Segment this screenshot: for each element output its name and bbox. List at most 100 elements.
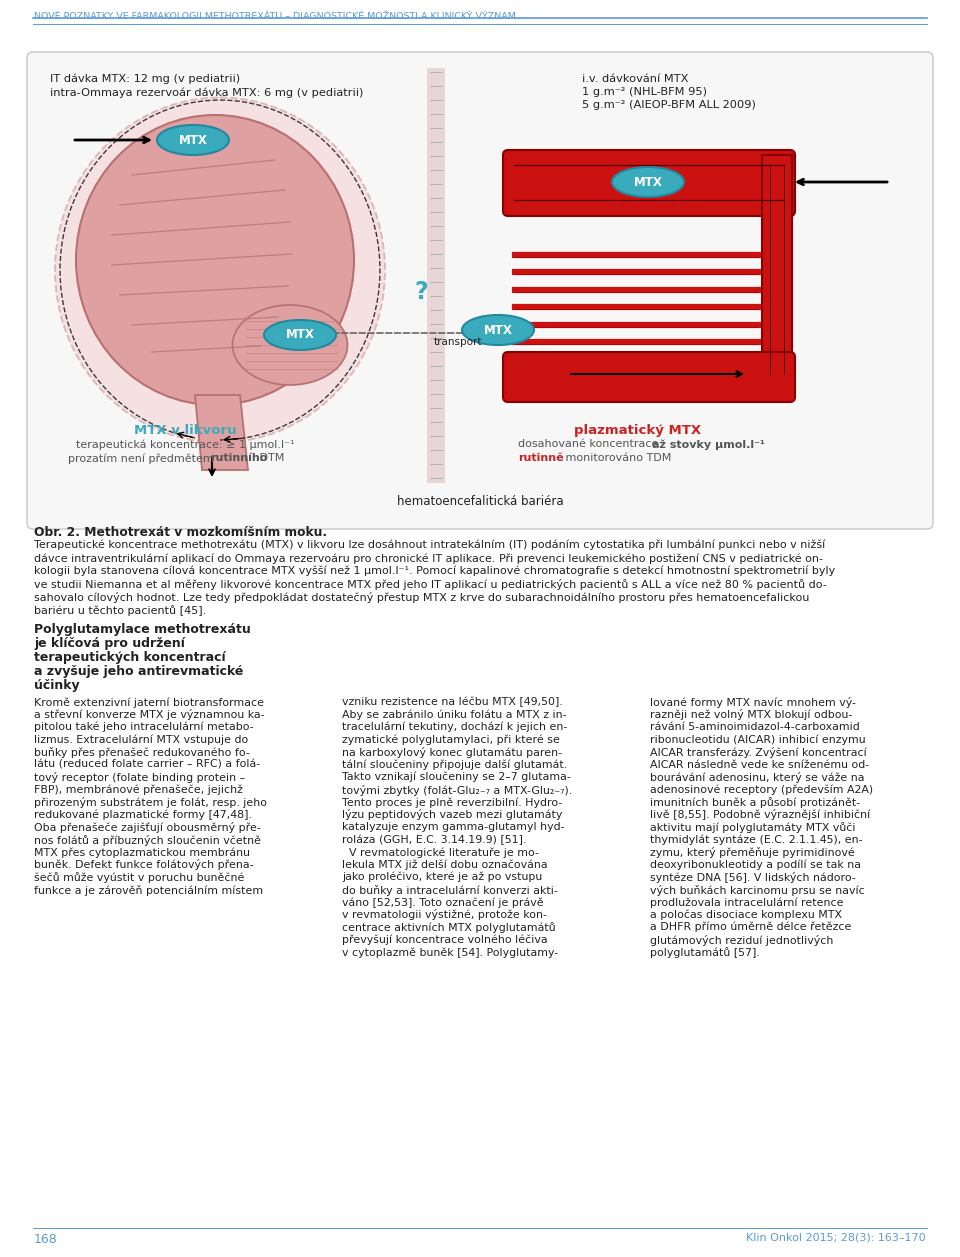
Text: Takto vznikají sloučeniny se 2–7 glutama-: Takto vznikají sloučeniny se 2–7 glutama… [342,772,571,783]
Text: účinky: účinky [34,679,80,693]
Text: tovými zbytky (folát-Glu₂₋₇ a MTX-Glu₂₋₇).: tovými zbytky (folát-Glu₂₋₇ a MTX-Glu₂₋₇… [342,784,572,796]
FancyBboxPatch shape [503,150,795,216]
Text: lované formy MTX navíc mnohem vý-: lované formy MTX navíc mnohem vý- [650,696,856,708]
Text: prodlužovala intracelulární retence: prodlužovala intracelulární retence [650,897,844,908]
Text: centrace aktivních MTX polyglutamátů: centrace aktivních MTX polyglutamátů [342,921,556,933]
Text: až stovky μmol.l⁻¹: až stovky μmol.l⁻¹ [652,439,765,450]
Text: Obr. 2. Methotrexát v mozkomíšním moku.: Obr. 2. Methotrexát v mozkomíšním moku. [34,525,327,539]
Text: Kromě extenzivní jaterní biotransformace: Kromě extenzivní jaterní biotransformace [34,696,264,708]
Ellipse shape [462,316,534,344]
Text: MTX: MTX [285,328,315,342]
Text: a střevní konverze MTX je významnou ka-: a střevní konverze MTX je významnou ka- [34,709,265,720]
Text: buňky přes přenašeč redukovaného fo-: buňky přes přenašeč redukovaného fo- [34,747,250,758]
FancyBboxPatch shape [27,52,933,529]
Text: polyglutamátů [57].: polyglutamátů [57]. [650,947,759,958]
Text: na karboxylový konec glutamátu paren-: na karboxylový konec glutamátu paren- [342,747,563,758]
Text: jako proléčivo, které je až po vstupu: jako proléčivo, které je až po vstupu [342,872,542,882]
Text: funkce a je zárověň potenciálním místem: funkce a je zárověň potenciálním místem [34,885,263,895]
Text: Klin Onkol 2015; 28(3): 163–170: Klin Onkol 2015; 28(3): 163–170 [746,1233,926,1243]
Text: FBP), membránové přenašeče, jejichž: FBP), membránové přenašeče, jejichž [34,784,243,794]
Text: dosahované koncentrace:: dosahované koncentrace: [518,439,665,449]
Text: ve studii Niemanna et al měřeny likvorové koncentrace MTX před jeho IT aplikací : ve studii Niemanna et al měřeny likvorov… [34,579,827,590]
Text: tracelulární tekutiny, dochází k jejich en-: tracelulární tekutiny, dochází k jejich … [342,722,567,733]
Bar [427,68,445,483]
Ellipse shape [612,167,684,197]
Text: a zvyšuje jeho antirevmatické: a zvyšuje jeho antirevmatické [34,665,244,678]
Text: ribonucleotidu (AICAR) inhibicí enzymu: ribonucleotidu (AICAR) inhibicí enzymu [650,734,866,745]
Text: imunitních buněk a působí protizánět-: imunitních buněk a působí protizánět- [650,797,860,808]
Text: MTX v likvoru: MTX v likvoru [133,424,236,437]
Text: v revmatologii výstižné, protože kon-: v revmatologii výstižné, protože kon- [342,910,547,920]
Text: bourávání adenosinu, který se váže na: bourávání adenosinu, který se váže na [650,772,865,783]
Text: rutinního: rutinního [210,453,268,463]
Text: vzniku rezistence na léčbu MTX [49,50].: vzniku rezistence na léčbu MTX [49,50]. [342,696,563,708]
Text: tální sloučeniny připojuje další glutamát.: tální sloučeniny připojuje další glutamá… [342,759,567,771]
Text: rutinně: rutinně [518,453,564,463]
Text: buněk. Defekt funkce folátových přena-: buněk. Defekt funkce folátových přena- [34,860,253,871]
Text: Tento proces je plně reverzibilní. Hydro-: Tento proces je plně reverzibilní. Hydro… [342,797,563,807]
Text: deoxyribonukleotidy a podílí se tak na: deoxyribonukleotidy a podílí se tak na [650,860,861,870]
Text: zymu, který přeměňuje pyrimidinové: zymu, který přeměňuje pyrimidinové [650,847,854,859]
FancyBboxPatch shape [503,352,795,402]
Text: pitolou také jeho intracelulární metabo-: pitolou také jeho intracelulární metabo- [34,722,253,733]
Text: Terapeutické koncentrace methotrexátu (MTX) v likvoru lze dosáhnout intratekální: Terapeutické koncentrace methotrexátu (M… [34,541,826,551]
Ellipse shape [55,98,385,442]
Text: vých buňkách karcinomu prsu se navíc: vých buňkách karcinomu prsu se navíc [650,885,865,895]
Text: tový receptor (folate binding protein –: tový receptor (folate binding protein – [34,772,245,783]
Text: dávce intraventrikulární aplikací do Ommaya rezervoáru pro chronické IT aplikace: dávce intraventrikulární aplikací do Omm… [34,553,823,563]
Text: adenosinové receptory (především A2A): adenosinové receptory (především A2A) [650,784,874,794]
Text: zymatické polyglutamylaci, při které se: zymatické polyglutamylaci, při které se [342,734,560,745]
Text: razněji než volný MTX blokují odbou-: razněji než volný MTX blokují odbou- [650,709,852,720]
Text: redukované plazmatické formy [47,48].: redukované plazmatické formy [47,48]. [34,810,252,820]
Ellipse shape [232,305,348,385]
Text: syntéze DNA [56]. V lidských nádoro-: syntéze DNA [56]. V lidských nádoro- [650,872,856,882]
Text: intra-Ommaya rezervoár dávka MTX: 6 mg (v pediatrii): intra-Ommaya rezervoár dávka MTX: 6 mg (… [50,87,364,98]
Text: DTM: DTM [256,453,284,463]
Polygon shape [195,395,248,470]
Text: šečů může vyústit v poruchu buněčné: šečů může vyústit v poruchu buněčné [34,872,245,882]
Text: MTX: MTX [484,323,513,337]
Text: nos folátů a příbuzných sloučenin včetně: nos folátů a příbuzných sloučenin včetně [34,835,261,846]
Text: převyšují koncentrace volného léčiva: převyšují koncentrace volného léčiva [342,934,547,945]
Text: 5 g.m⁻² (AIEOP-BFM ALL 2009): 5 g.m⁻² (AIEOP-BFM ALL 2009) [582,101,756,111]
Text: i.v. dávkování MTX: i.v. dávkování MTX [582,74,688,84]
Text: lizmus. Extracelulární MTX vstupuje do: lizmus. Extracelulární MTX vstupuje do [34,734,249,745]
Text: thymidylát syntáze (E.C. 2.1.1.45), en-: thymidylát syntáze (E.C. 2.1.1.45), en- [650,835,863,845]
Text: V revmatologické literatuře je mo-: V revmatologické literatuře je mo- [342,847,539,857]
Text: 168: 168 [34,1233,58,1246]
Text: lýzu peptidových vazeb mezi glutamáty: lýzu peptidových vazeb mezi glutamáty [342,810,563,821]
Text: a poločas disociace komplexu MTX: a poločas disociace komplexu MTX [650,910,842,920]
Text: Oba přenašeče zajišťují obousměrný pře-: Oba přenašeče zajišťují obousměrný pře- [34,822,261,833]
Text: glutámových reziduí jednotlivých: glutámových reziduí jednotlivých [650,934,833,945]
Text: ?: ? [414,280,428,304]
Text: roláza (GGH, E.C. 3.14.19.9) [51].: roláza (GGH, E.C. 3.14.19.9) [51]. [342,835,526,845]
Text: je klíčová pro udržení: je klíčová pro udržení [34,637,185,650]
Text: plazmatický MTX: plazmatický MTX [574,424,702,437]
Text: livě [8,55]. Podobně výraznější inhibiční: livě [8,55]. Podobně výraznější inhibičn… [650,810,871,821]
Text: sahovalo cílových hodnot. Lze tedy předpokládat dostatečný přestup MTX z krve do: sahovalo cílových hodnot. Lze tedy předp… [34,592,809,603]
Text: AICAR transferázy. Zvýšení koncentrací: AICAR transferázy. Zvýšení koncentrací [650,747,867,758]
Text: NOVÉ POZNATKY VE FARMAKOLOGII METHOTREXÁTU – DIAGNOSTICKÉ MOŽNOSTI A KLINICKÝ VÝ: NOVÉ POZNATKY VE FARMAKOLOGII METHOTREXÁ… [34,13,516,21]
Text: rávání 5-aminoimidazol-4-carboxamid: rávání 5-aminoimidazol-4-carboxamid [650,722,860,732]
Text: kologii byla stanovena cílová koncentrace MTX vyšší než 1 µmol.l⁻¹. Pomocí kapal: kologii byla stanovena cílová koncentrac… [34,566,835,577]
Ellipse shape [76,114,354,405]
Text: hematoencefalitická bariéra: hematoencefalitická bariéra [396,495,564,508]
Text: Aby se zabránilo úniku folátu a MTX z in-: Aby se zabránilo úniku folátu a MTX z in… [342,709,566,720]
Text: v cytoplazmě buněk [54]. Polyglutamy-: v cytoplazmě buněk [54]. Polyglutamy- [342,947,559,958]
Text: 1 g.m⁻² (NHL-BFM 95): 1 g.m⁻² (NHL-BFM 95) [582,87,707,97]
Text: MTX: MTX [634,176,662,189]
Bar [762,155,792,380]
Text: transport: transport [434,337,482,347]
Ellipse shape [264,321,336,349]
Text: bariéru u těchto pacientů [45].: bariéru u těchto pacientů [45]. [34,605,206,616]
Text: do buňky a intracelulární konverzi akti-: do buňky a intracelulární konverzi akti- [342,885,558,895]
Text: a DHFR přímo úměrně délce řetězce: a DHFR přímo úměrně délce řetězce [650,921,852,933]
Text: AICAR následně vede ke sníženému od-: AICAR následně vede ke sníženému od- [650,759,869,769]
Text: váno [52,53]. Toto označení je právě: váno [52,53]. Toto označení je právě [342,897,543,908]
Text: přirozeným substrátem je folát, resp. jeho: přirozeným substrátem je folát, resp. je… [34,797,267,808]
Text: látu (reduced folate carrier – RFC) a folá-: látu (reduced folate carrier – RFC) a fo… [34,759,260,769]
Text: monitorováno TDM: monitorováno TDM [562,453,671,463]
Text: MTX přes cytoplazmatickou membránu: MTX přes cytoplazmatickou membránu [34,847,250,857]
Text: IT dávka MTX: 12 mg (v pediatrii): IT dávka MTX: 12 mg (v pediatrii) [50,74,240,84]
Text: katalyzuje enzym gamma-glutamyl hyd-: katalyzuje enzym gamma-glutamyl hyd- [342,822,564,832]
